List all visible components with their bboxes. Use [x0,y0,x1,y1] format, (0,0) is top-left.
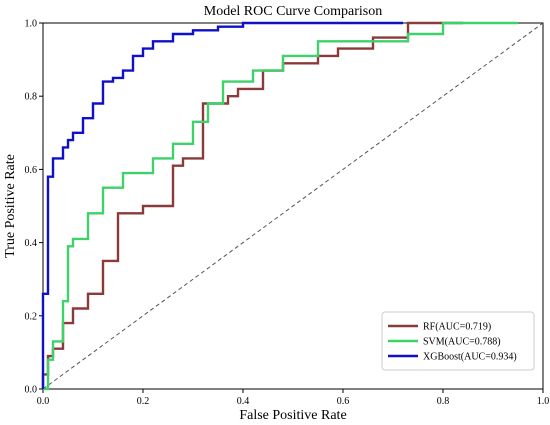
chart-legend: RF(AUC=0.719) SVM(AUC=0.788) XGBoost(AUC=0… [381,311,535,371]
y-tick-label: 1.0 [25,19,38,30]
x-axis-ticks: 0.0 0.2 0.4 0.6 0.8 1.0 [37,389,550,407]
y-axis-ticks: 0.0 0.2 0.4 0.6 0.8 1.0 [25,19,43,396]
y-tick-label: 0.8 [25,92,38,103]
x-tick-label: 0.2 [137,396,150,407]
chance-diagonal-line [42,22,544,390]
x-axis-label: False Positive Rate [239,408,346,423]
y-axis-label: True Positive Rate [3,154,18,258]
chart-title: Model ROC Curve Comparison [204,4,383,19]
x-tick-label: 0.0 [37,396,50,407]
x-tick-label: 0.4 [237,396,250,407]
legend-label: XGBoost(AUC=0.934) [423,352,517,363]
legend-box [381,311,535,371]
legend-label: SVM(AUC=0.788) [423,337,501,348]
x-tick-label: 0.8 [437,396,450,407]
y-tick-label: 0.6 [25,165,38,176]
y-tick-label: 0.2 [25,311,38,322]
legend-label: RF(AUC=0.719) [423,322,491,333]
x-tick-label: 0.6 [337,396,350,407]
y-tick-label: 0.0 [25,385,38,396]
series-line-2 [41,21,403,389]
x-tick-label: 1.0 [537,396,550,407]
y-tick-label: 0.4 [25,238,38,249]
series-line-1 [43,21,518,391]
series-layer [41,21,518,391]
